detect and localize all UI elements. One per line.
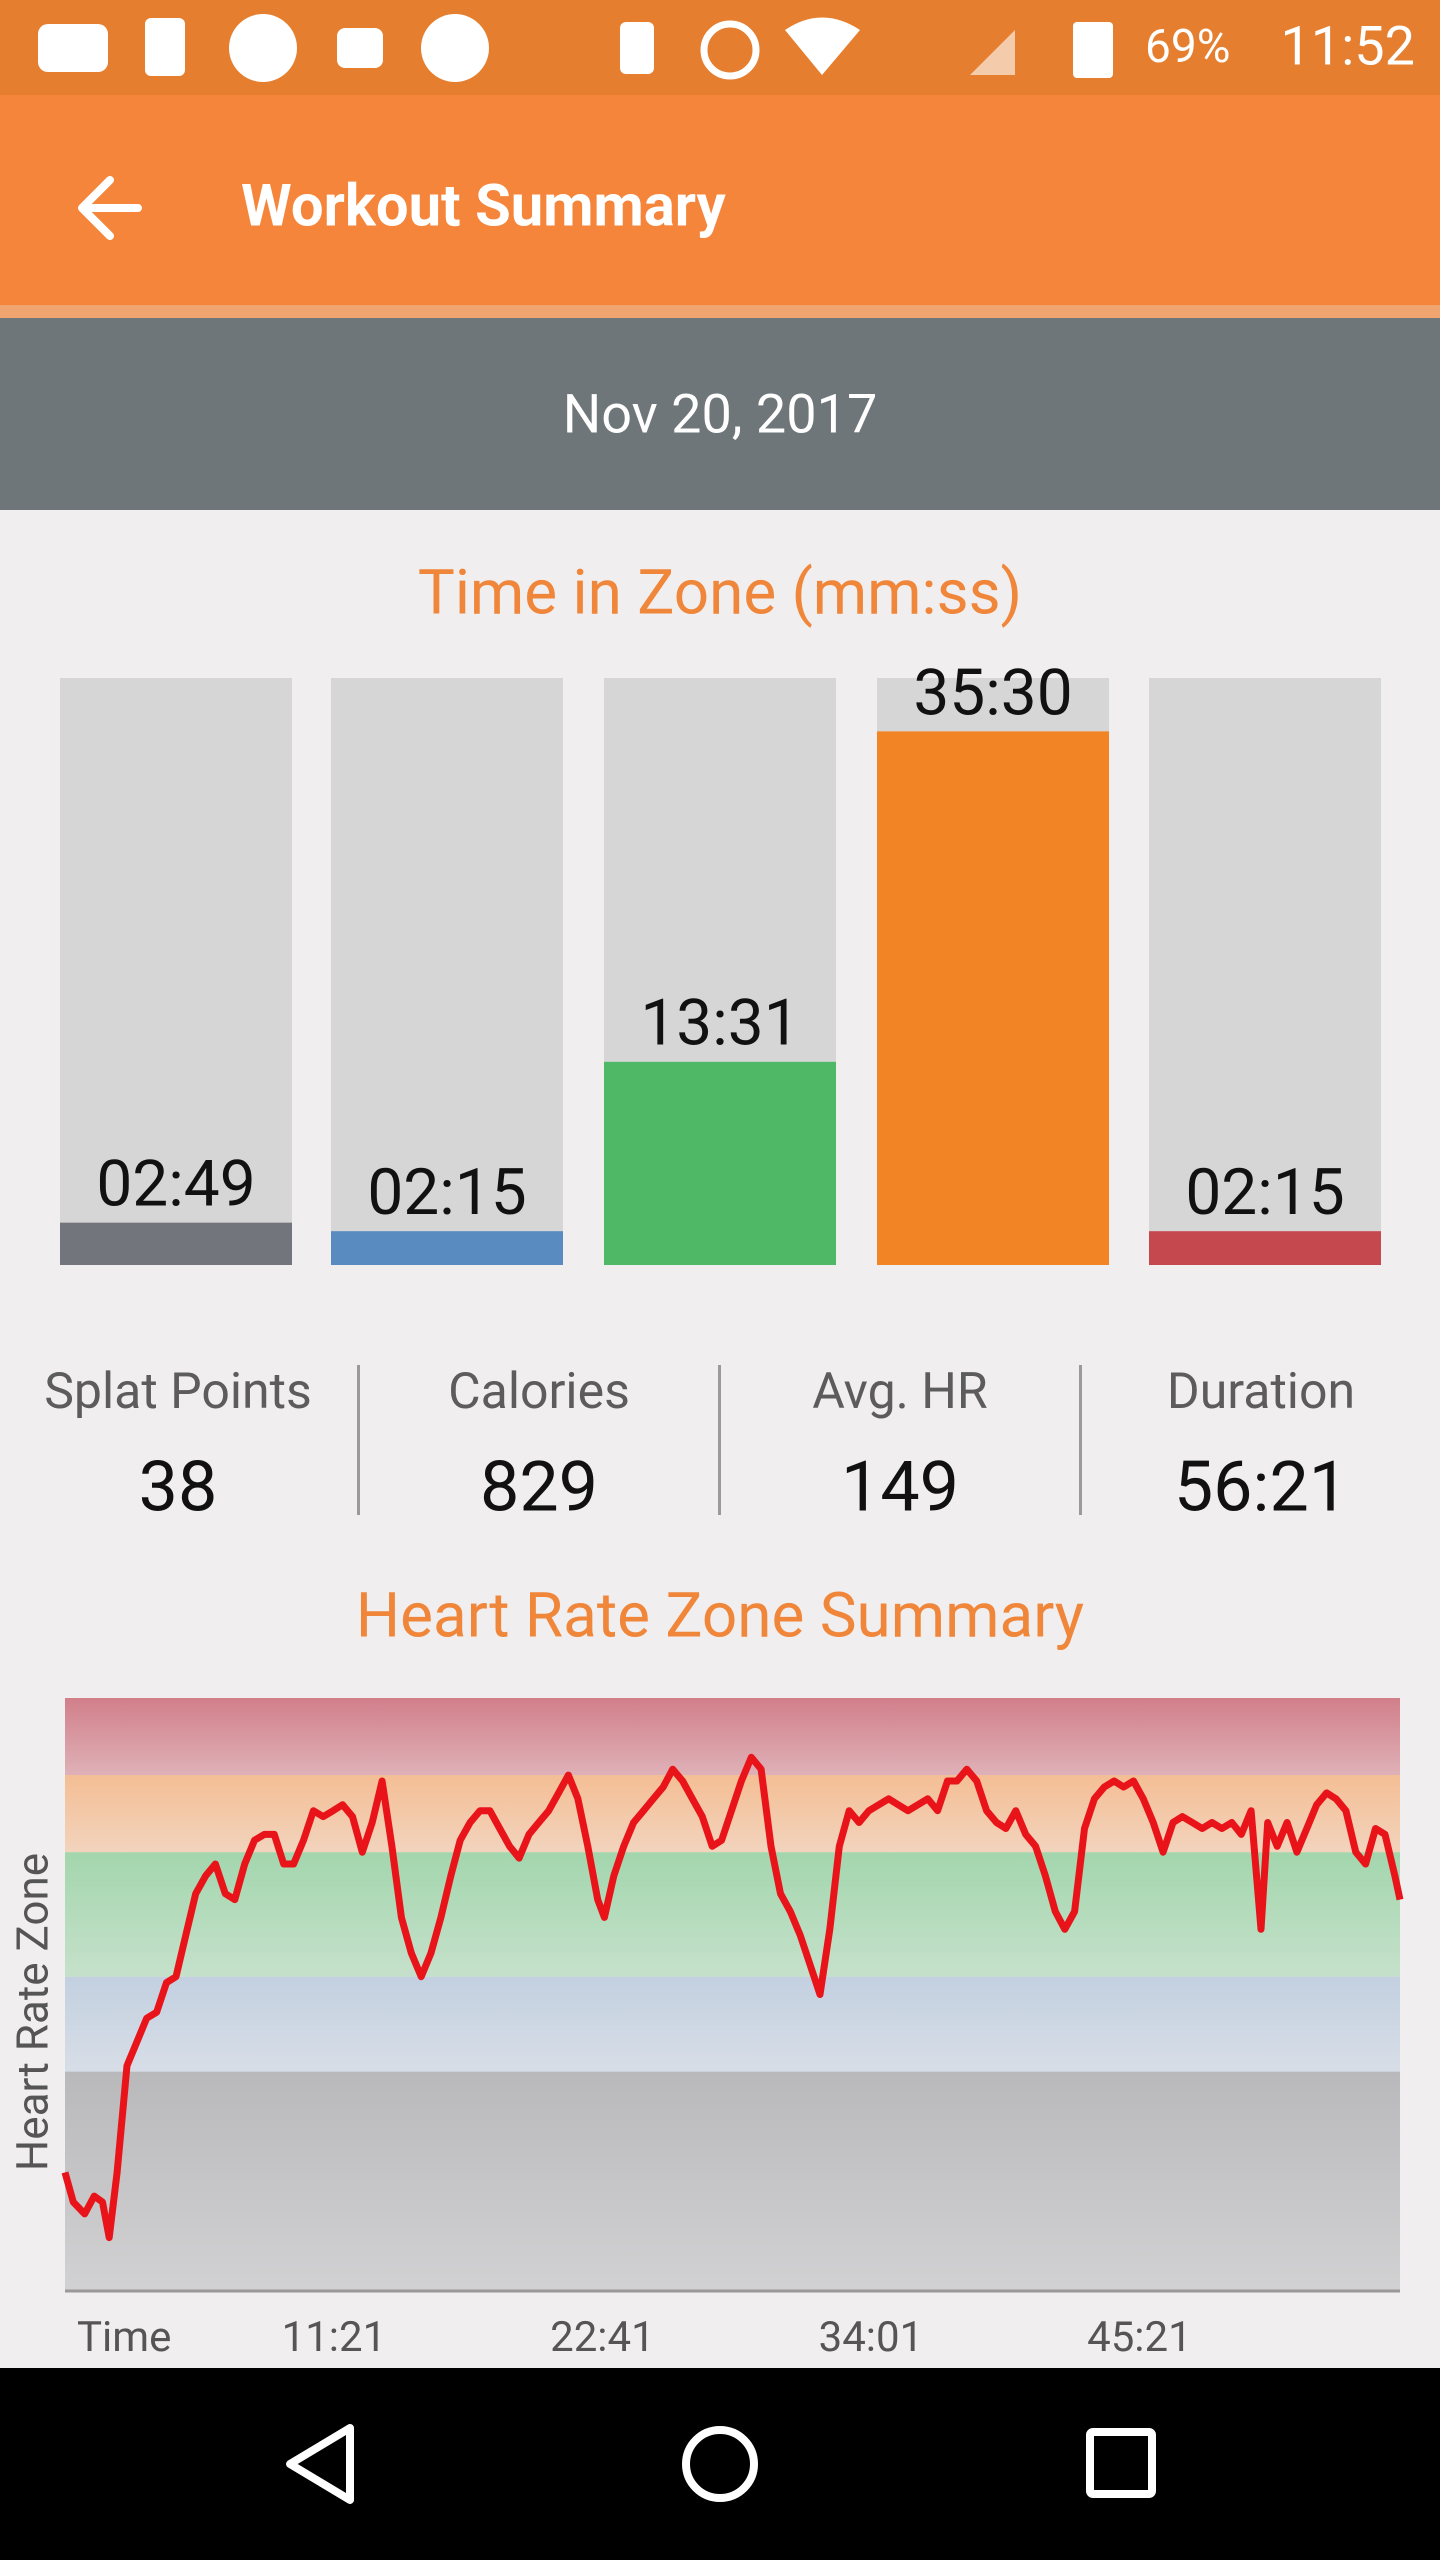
icon-dot (421, 14, 489, 82)
zone-chart-title: Time in Zone (mm:ss) (418, 556, 1022, 629)
icon-vibrate (620, 22, 654, 74)
bar (604, 1061, 836, 1265)
bar-value-label: 02:49 (96, 1147, 255, 1222)
stat-value: 38 (139, 1446, 218, 1528)
zone-band (65, 1976, 1400, 2072)
bar-value-label: 02:15 (1185, 1155, 1344, 1230)
bar (331, 1231, 563, 1265)
workout-date: Nov 20, 2017 (563, 383, 878, 446)
icon-alarm (700, 20, 760, 80)
app-bar (0, 95, 1440, 305)
clock: 11:52 (1281, 15, 1415, 78)
stat-label: Splat Points (44, 1363, 312, 1421)
battery-percent: 69% (1145, 20, 1230, 74)
bar-value-label: 35:30 (913, 655, 1072, 730)
icon-voicemail (337, 28, 383, 68)
zone-band (65, 2071, 1400, 2291)
bar-track (60, 678, 292, 1265)
back-button[interactable] (78, 176, 142, 240)
date-bar (0, 318, 1440, 510)
zone-band (65, 1698, 1400, 1776)
x-tick-label: 34:01 (819, 2313, 924, 2362)
x-tick-label: 22:41 (550, 2313, 655, 2362)
stat-value: 56:21 (1174, 1446, 1348, 1528)
bar (1149, 1231, 1381, 1265)
status-icons (38, 14, 1113, 82)
x-tick-label: 11:21 (282, 2313, 387, 2362)
bar (60, 1222, 292, 1265)
icon-signal (970, 30, 1015, 75)
stat-label: Calories (448, 1363, 630, 1421)
y-axis-label: Heart Rate Zone (7, 1853, 59, 2171)
stat-value: 829 (480, 1446, 598, 1528)
x-tick-label: 45:21 (1087, 2313, 1192, 2362)
icon-sim (145, 18, 185, 76)
nav-home[interactable] (682, 2426, 758, 2502)
bar-track (331, 678, 563, 1265)
x-axis-label: Time (77, 2313, 171, 2362)
bar-value-label: 02:15 (367, 1155, 526, 1230)
hr-chart: Time 11:21 22:41 34:01 45:21 (61, 1698, 1404, 2362)
nav-recents[interactable] (1086, 2428, 1156, 2498)
zone-band (65, 1852, 1400, 1977)
stat-value: 149 (841, 1446, 959, 1528)
bar-track (1149, 678, 1381, 1265)
stats-row: Splat Points 38 Calories 829 Avg. HR 149 Durat… (44, 1363, 1355, 1528)
app-title: Workout Summary (241, 172, 727, 240)
nav-back[interactable] (286, 2424, 354, 2504)
stat-label: Duration (1167, 1363, 1355, 1421)
nav-bar (0, 2368, 1440, 2560)
stat-label: Avg. HR (812, 1363, 987, 1421)
zone-bars: 02:49 02:15 13:31 35:30 02:15 (60, 655, 1381, 1265)
icon-dot (229, 14, 297, 82)
icon-wifi (785, 17, 860, 75)
icon-battery (1073, 22, 1113, 78)
app-bar-edge (0, 305, 1440, 318)
icon-message (38, 24, 108, 72)
bar-value-label: 13:31 (640, 986, 799, 1061)
heart-rate-line (61, 1753, 1404, 2242)
bar (877, 731, 1109, 1265)
hr-chart-title: Heart Rate Zone Summary (356, 1579, 1084, 1652)
